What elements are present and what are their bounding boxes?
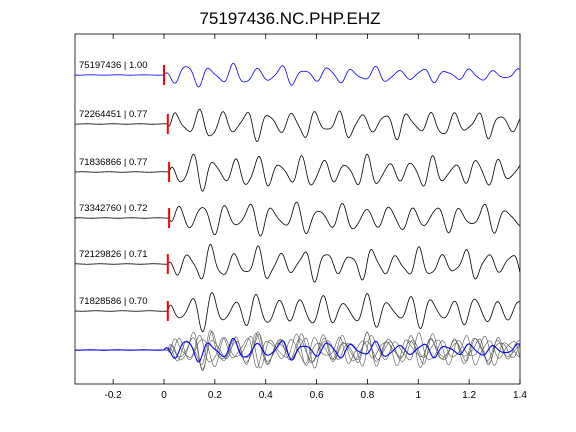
- x-tick-label: 1.4: [513, 390, 527, 401]
- stack-reference-trace: [74, 337, 521, 363]
- trace-label: 72264451 | 0.77: [79, 109, 148, 120]
- stack-trace: [74, 334, 521, 368]
- trace-label: 75197436 | 1.00: [79, 60, 148, 71]
- trace-line: [74, 292, 521, 333]
- trace-line: [74, 243, 521, 283]
- trace-label: 73342760 | 0.72: [79, 203, 148, 214]
- plot-area: -0.2 0 0.2 0.4 0.6 0.8 1 1.2 1.4 75197436 | 1.00 7…: [74, 33, 527, 401]
- trace-label: 71828586 | 0.70: [79, 296, 148, 307]
- trace-line: [74, 153, 521, 192]
- x-tick-label: -0.2: [105, 390, 123, 401]
- x-tick-label: 0.6: [310, 390, 324, 401]
- x-tick-label: 1.2: [462, 390, 476, 401]
- chart-title: 75197436.NC.PHP.EHZ: [199, 9, 380, 28]
- x-tick-label: 0: [161, 390, 167, 401]
- x-tick-label: 1: [416, 390, 422, 401]
- trace-label: 71836866 | 0.77: [79, 157, 148, 168]
- trace-line: [74, 201, 521, 237]
- trace-line: [74, 108, 521, 142]
- axes-box: [74, 33, 521, 385]
- x-tick-label: 0.8: [360, 390, 374, 401]
- trace-label: 72129826 | 0.71: [79, 249, 148, 260]
- x-tick-label: 0.2: [208, 390, 222, 401]
- trace-line: [74, 62, 521, 88]
- x-tick-label: 0.4: [259, 390, 273, 401]
